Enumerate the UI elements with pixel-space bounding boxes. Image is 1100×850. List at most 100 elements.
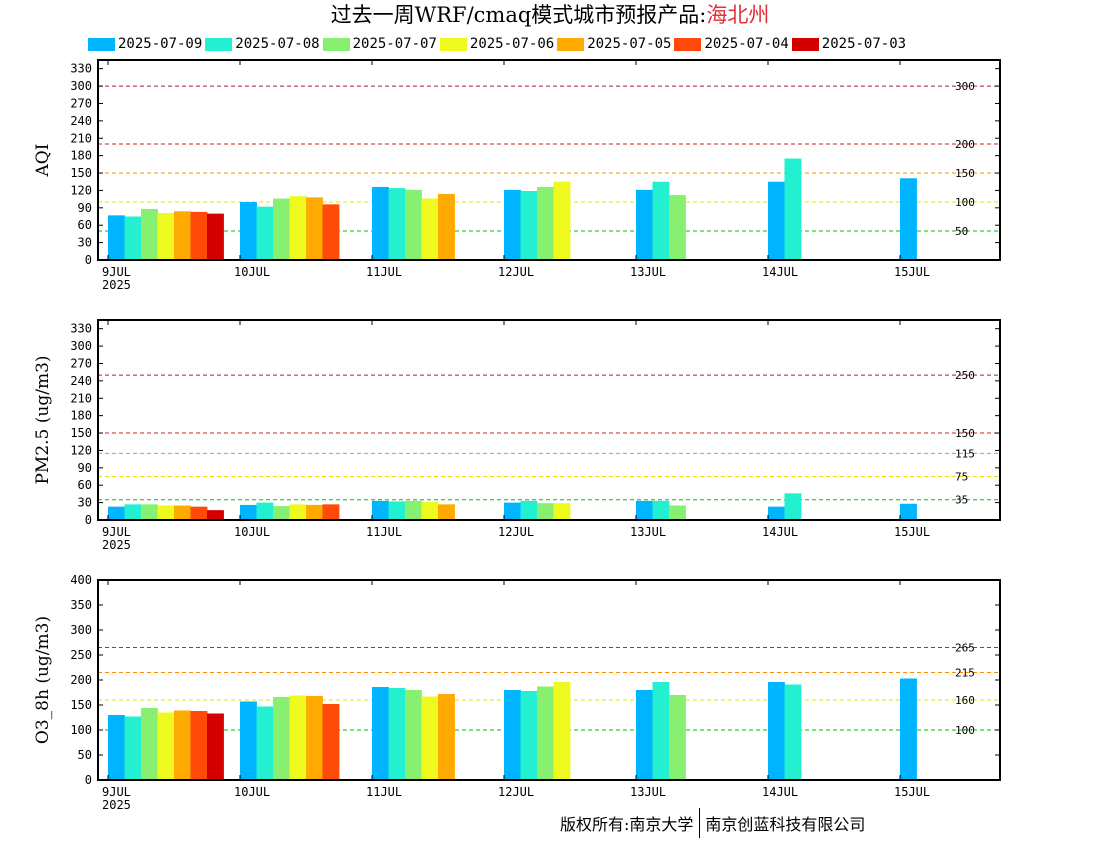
bar [669,505,686,520]
x-tick-label: 12JUL [498,265,534,279]
y-tick-label: 50 [78,748,92,762]
bar [421,696,439,780]
x-year-label: 2025 [102,798,131,812]
bar [900,503,917,520]
bar [669,695,686,780]
bar [504,690,521,780]
legend-swatch [322,37,350,51]
bar [174,505,191,520]
y-tick-label: 30 [78,496,92,510]
y-tick-label: 350 [70,598,92,612]
threshold-label: 100 [955,196,975,209]
bar [273,506,290,520]
bar [768,682,785,780]
x-tick-label: 10JUL [234,265,270,279]
y-axis-title: AQI [33,144,53,178]
legend-item: 2025-07-03 [791,35,907,53]
bar [273,697,290,780]
x-tick-label: 9JUL [102,265,131,279]
legend-label: 2025-07-09 [118,36,203,52]
bar [438,193,455,260]
y-tick-label: 210 [70,131,92,145]
x-tick-label: 14JUL [762,785,798,799]
bar [372,186,389,260]
bar [405,690,422,780]
x-tick-label: 10JUL [234,525,270,539]
title-city: 海北州 [706,3,770,27]
bar [900,178,917,260]
legend-item: 2025-07-05 [557,35,671,53]
threshold-label: 35 [955,494,968,507]
y-tick-label: 100 [70,723,92,737]
bar [289,504,307,520]
y-tick-label: 330 [70,322,92,336]
x-tick-label: 11JUL [366,265,402,279]
bar [388,501,406,520]
threshold-label: 150 [955,167,975,180]
y-tick-label: 210 [70,391,92,405]
bar [190,211,208,260]
legend-label: 2025-07-05 [587,36,672,52]
bar [108,215,125,260]
x-tick-label: 15JUL [894,265,930,279]
bar [256,206,274,260]
y-tick-label: 0 [85,253,92,267]
x-tick-label: 11JUL [366,785,402,799]
bar [240,202,257,260]
bar [322,204,340,260]
bar [636,690,653,780]
y-tick-label: 60 [78,218,92,232]
x-tick-label: 9JUL [102,785,131,799]
legend-label: 2025-07-08 [235,36,320,52]
bar [372,687,389,780]
bar [768,506,785,520]
y-tick-label: 300 [70,339,92,353]
y-tick-label: 90 [78,461,92,475]
bar [405,189,422,260]
y-tick-label: 150 [70,698,92,712]
x-tick-label: 13JUL [630,525,666,539]
bar [388,188,406,260]
bar [784,158,802,260]
y-tick-label: 250 [70,648,92,662]
y-tick-label: 300 [70,79,92,93]
bar [405,500,422,520]
bar [636,500,653,520]
bar [207,510,224,520]
bar [553,503,571,520]
x-tick-label: 15JUL [894,525,930,539]
bar [520,191,538,260]
threshold-label: 250 [955,369,975,382]
legend-item: 2025-07-07 [322,35,437,53]
y-tick-label: 240 [70,114,92,128]
x-tick-label: 14JUL [762,265,798,279]
bar [421,502,439,520]
legend-label: 2025-07-03 [821,36,907,52]
x-year-label: 2025 [102,538,131,552]
legend-swatch [674,37,702,51]
y-tick-label: 200 [70,673,92,687]
copyright-separator [699,808,701,838]
bar [372,500,389,520]
legend-item: 2025-07-04 [674,35,789,53]
bar [157,213,175,260]
bar [273,198,290,260]
x-tick-label: 15JUL [894,785,930,799]
bar [784,493,802,520]
bar [669,195,686,260]
legend-swatch [557,37,585,51]
bar [124,504,142,520]
bar [240,504,257,520]
bar [174,710,191,780]
copyright-left: 版权所有:南京大学 [560,815,694,834]
legend: 2025-07-09 2025-07-08 2025-07-07 2025-07-06… [88,35,909,53]
bar [289,196,307,260]
copyright: 版权所有:南京大学 南京创蓝科技有限公司 [560,808,865,838]
bar [784,684,802,780]
threshold-label: 200 [955,138,975,151]
bar [207,713,224,780]
legend-swatch [439,37,467,51]
bar [124,216,142,260]
legend-item: 2025-07-08 [205,35,320,53]
